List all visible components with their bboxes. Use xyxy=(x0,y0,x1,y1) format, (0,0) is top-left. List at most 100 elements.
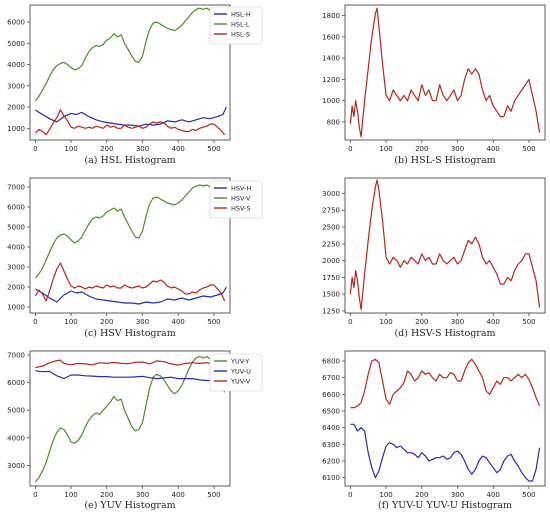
series-line-0 xyxy=(35,106,227,127)
x-tick-label: 400 xyxy=(487,145,500,153)
y-tick-label: 3000 xyxy=(7,82,25,90)
x-tick-label: 300 xyxy=(136,145,149,153)
x-tick-label: 0 xyxy=(33,491,37,499)
legend-box xyxy=(209,180,263,219)
y-tick-label: 5000 xyxy=(7,40,25,48)
y-tick-label: 2250 xyxy=(322,240,340,248)
x-tick-label: 0 xyxy=(348,145,352,153)
x-tick-label: 300 xyxy=(451,318,464,326)
x-tick-label: 0 xyxy=(33,318,37,326)
x-tick-label: 400 xyxy=(172,491,185,499)
axes-frame xyxy=(344,350,546,487)
x-tick-label: 100 xyxy=(64,491,77,499)
y-tick-label: 3000 xyxy=(322,190,340,198)
legend-label: YUV-V xyxy=(230,377,251,385)
x-tick-label: 0 xyxy=(348,318,352,326)
x-tick-label: 500 xyxy=(207,145,220,153)
y-tick-label: 1250 xyxy=(322,307,340,315)
y-tick-label: 6300 xyxy=(322,441,340,449)
chart-panel-3: 0 100 200 300 400 500 1250 1500 1750 2000 2250 2500… xyxy=(322,177,546,339)
x-tick-label: 400 xyxy=(172,318,185,326)
x-tick-label: 100 xyxy=(379,145,392,153)
chart-panel-1: 0 100 200 300 400 500 800 1000 1200 1400 1600 1800 (… xyxy=(322,4,546,166)
y-tick-label: 6500 xyxy=(322,408,340,416)
legend-box xyxy=(209,6,263,45)
y-tick-label: 1800 xyxy=(322,12,340,20)
legend-label: HSV-V xyxy=(231,194,251,202)
y-tick-label: 6800 xyxy=(322,358,340,366)
axes-frame xyxy=(29,177,231,314)
y-tick-label: 2000 xyxy=(7,284,25,292)
legend-label: YUV-U xyxy=(230,367,251,375)
x-tick-label: 300 xyxy=(136,318,149,326)
x-tick-label: 0 xyxy=(33,145,37,153)
y-tick-label: 2500 xyxy=(322,224,340,232)
y-tick-label: 5000 xyxy=(7,224,25,232)
x-tick-label: 300 xyxy=(451,145,464,153)
y-tick-label: 6200 xyxy=(322,458,340,466)
chart-panel-2: 0 100 200 300 400 500 1000 2000 3000 4000 5000 6000… xyxy=(7,177,263,339)
x-tick-label: 200 xyxy=(100,145,113,153)
chart-panel-0: 0 100 200 300 400 500 1000 2000 3000 4000 5000 6000… xyxy=(7,4,263,166)
legend-label: HSL-L xyxy=(231,20,250,28)
chart-caption: (d) HSV-S Histogram xyxy=(394,328,495,339)
series-line-2 xyxy=(35,359,225,369)
x-tick-label: 200 xyxy=(100,318,113,326)
x-tick-label: 300 xyxy=(136,491,149,499)
y-tick-label: 6000 xyxy=(7,379,25,387)
chart-caption: (b) HSL-S Histogram xyxy=(394,155,495,166)
y-tick-label: 6000 xyxy=(7,204,25,212)
chart-caption: (c) HSV Histogram xyxy=(84,328,175,339)
y-tick-label: 4000 xyxy=(7,244,25,252)
x-tick-label: 500 xyxy=(207,491,220,499)
y-tick-label: 1500 xyxy=(322,291,340,299)
series-line-0 xyxy=(34,355,226,483)
legend-label: HSL-H xyxy=(231,10,251,18)
chart-caption: (a) HSL Histogram xyxy=(84,155,175,166)
series-line-2 xyxy=(34,109,226,136)
y-tick-label: 6600 xyxy=(322,391,340,399)
y-tick-label: 1600 xyxy=(322,33,340,41)
y-tick-label: 7000 xyxy=(7,352,25,360)
series-line-2 xyxy=(34,262,226,302)
series-line-0 xyxy=(349,179,541,311)
chart-caption: (e) YUV Histogram xyxy=(84,500,175,511)
chart-panel-4: 0 100 200 300 400 500 3000 4000 5000 6000 7000 YUV-… xyxy=(7,350,263,511)
y-tick-label: 6400 xyxy=(322,424,340,432)
legend-label: HSV-S xyxy=(231,204,251,212)
series-line-1 xyxy=(350,423,541,482)
y-tick-label: 6700 xyxy=(322,374,340,382)
x-tick-label: 500 xyxy=(522,491,535,499)
x-tick-label: 100 xyxy=(379,318,392,326)
y-tick-label: 3000 xyxy=(7,462,25,470)
y-tick-label: 5000 xyxy=(7,407,25,415)
x-tick-label: 500 xyxy=(207,318,220,326)
x-tick-label: 400 xyxy=(172,145,185,153)
axes-frame xyxy=(29,4,231,141)
x-tick-label: 200 xyxy=(100,491,113,499)
legend-label: HSL-S xyxy=(231,30,250,38)
series-line-1 xyxy=(34,7,226,102)
x-tick-label: 200 xyxy=(415,145,428,153)
x-tick-label: 100 xyxy=(379,491,392,499)
y-tick-label: 1750 xyxy=(322,274,340,282)
series-line-0 xyxy=(349,7,541,138)
x-tick-label: 300 xyxy=(451,491,464,499)
x-tick-label: 500 xyxy=(522,145,535,153)
axes-frame xyxy=(344,4,546,141)
y-tick-label: 1000 xyxy=(322,97,340,105)
y-tick-label: 1400 xyxy=(322,55,340,63)
x-tick-label: 200 xyxy=(415,491,428,499)
legend-box xyxy=(209,353,263,392)
y-tick-label: 4000 xyxy=(7,434,25,442)
series-line-1 xyxy=(34,184,226,279)
x-tick-label: 200 xyxy=(415,318,428,326)
series-line-1 xyxy=(35,370,226,382)
axes-frame xyxy=(344,177,546,314)
y-tick-label: 2000 xyxy=(322,257,340,265)
x-tick-label: 400 xyxy=(487,318,500,326)
legend-label: HSV-H xyxy=(231,184,251,192)
x-tick-label: 100 xyxy=(64,318,77,326)
y-tick-label: 7000 xyxy=(7,184,25,192)
